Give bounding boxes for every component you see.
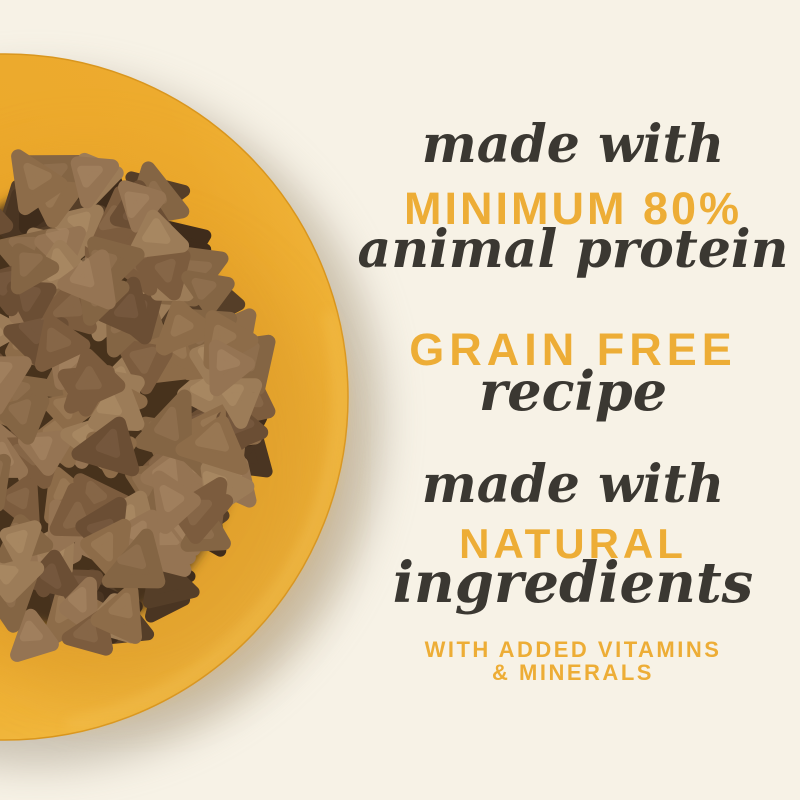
kibble-pile bbox=[0, 149, 276, 662]
footnote-vitamins: WITH ADDED VITAMINS bbox=[424, 637, 722, 662]
claim-natural: NATURAL bbox=[459, 520, 687, 567]
claim-ingredients: ingredients bbox=[392, 550, 754, 616]
claim-made-with-1: made with bbox=[421, 114, 725, 175]
footnote-minerals: & MINERALS bbox=[492, 660, 654, 685]
claim-animal-protein: animal protein bbox=[357, 219, 789, 280]
claim-minimum-80: MINIMUM 80% bbox=[403, 183, 743, 234]
claim-recipe: recipe bbox=[478, 359, 668, 423]
claim-made-with-2: made with bbox=[421, 454, 725, 515]
rim-highlight bbox=[0, 59, 343, 735]
claim-grain-free: GRAIN FREE bbox=[409, 324, 737, 375]
